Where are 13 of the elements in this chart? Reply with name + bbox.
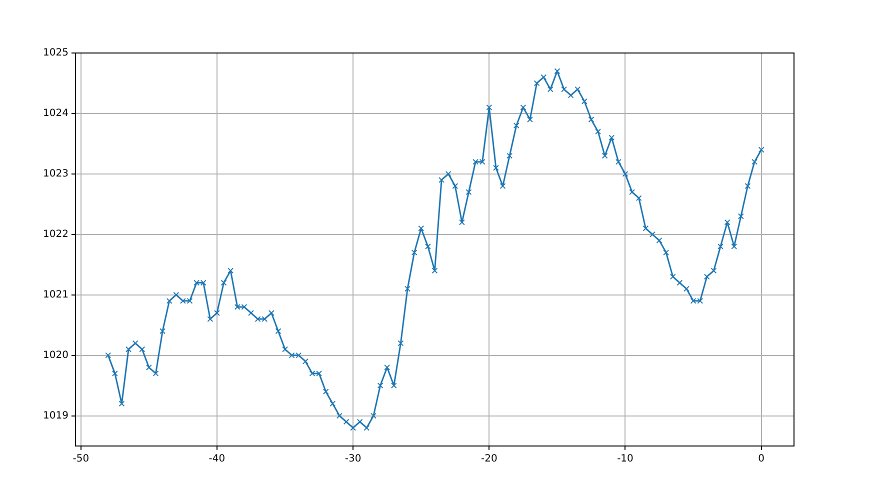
y-tick-label: 1019 (42, 410, 68, 422)
y-tick-label: 1022 (42, 228, 68, 240)
x-tick-label: 0 (758, 454, 765, 465)
y-tick-label: 1023 (42, 168, 68, 180)
y-tick-label: 1025 (42, 48, 68, 59)
x-tick-label: -30 (344, 454, 362, 465)
x-tick-label: -40 (208, 454, 226, 465)
x-tick-label: -20 (480, 454, 498, 465)
x-tick-label: -50 (72, 454, 90, 465)
y-tick-label: 1024 (42, 108, 68, 120)
y-tick-label: 1020 (42, 350, 68, 361)
y-tick-label: 1021 (42, 289, 68, 300)
x-tick-label: -10 (617, 454, 634, 465)
